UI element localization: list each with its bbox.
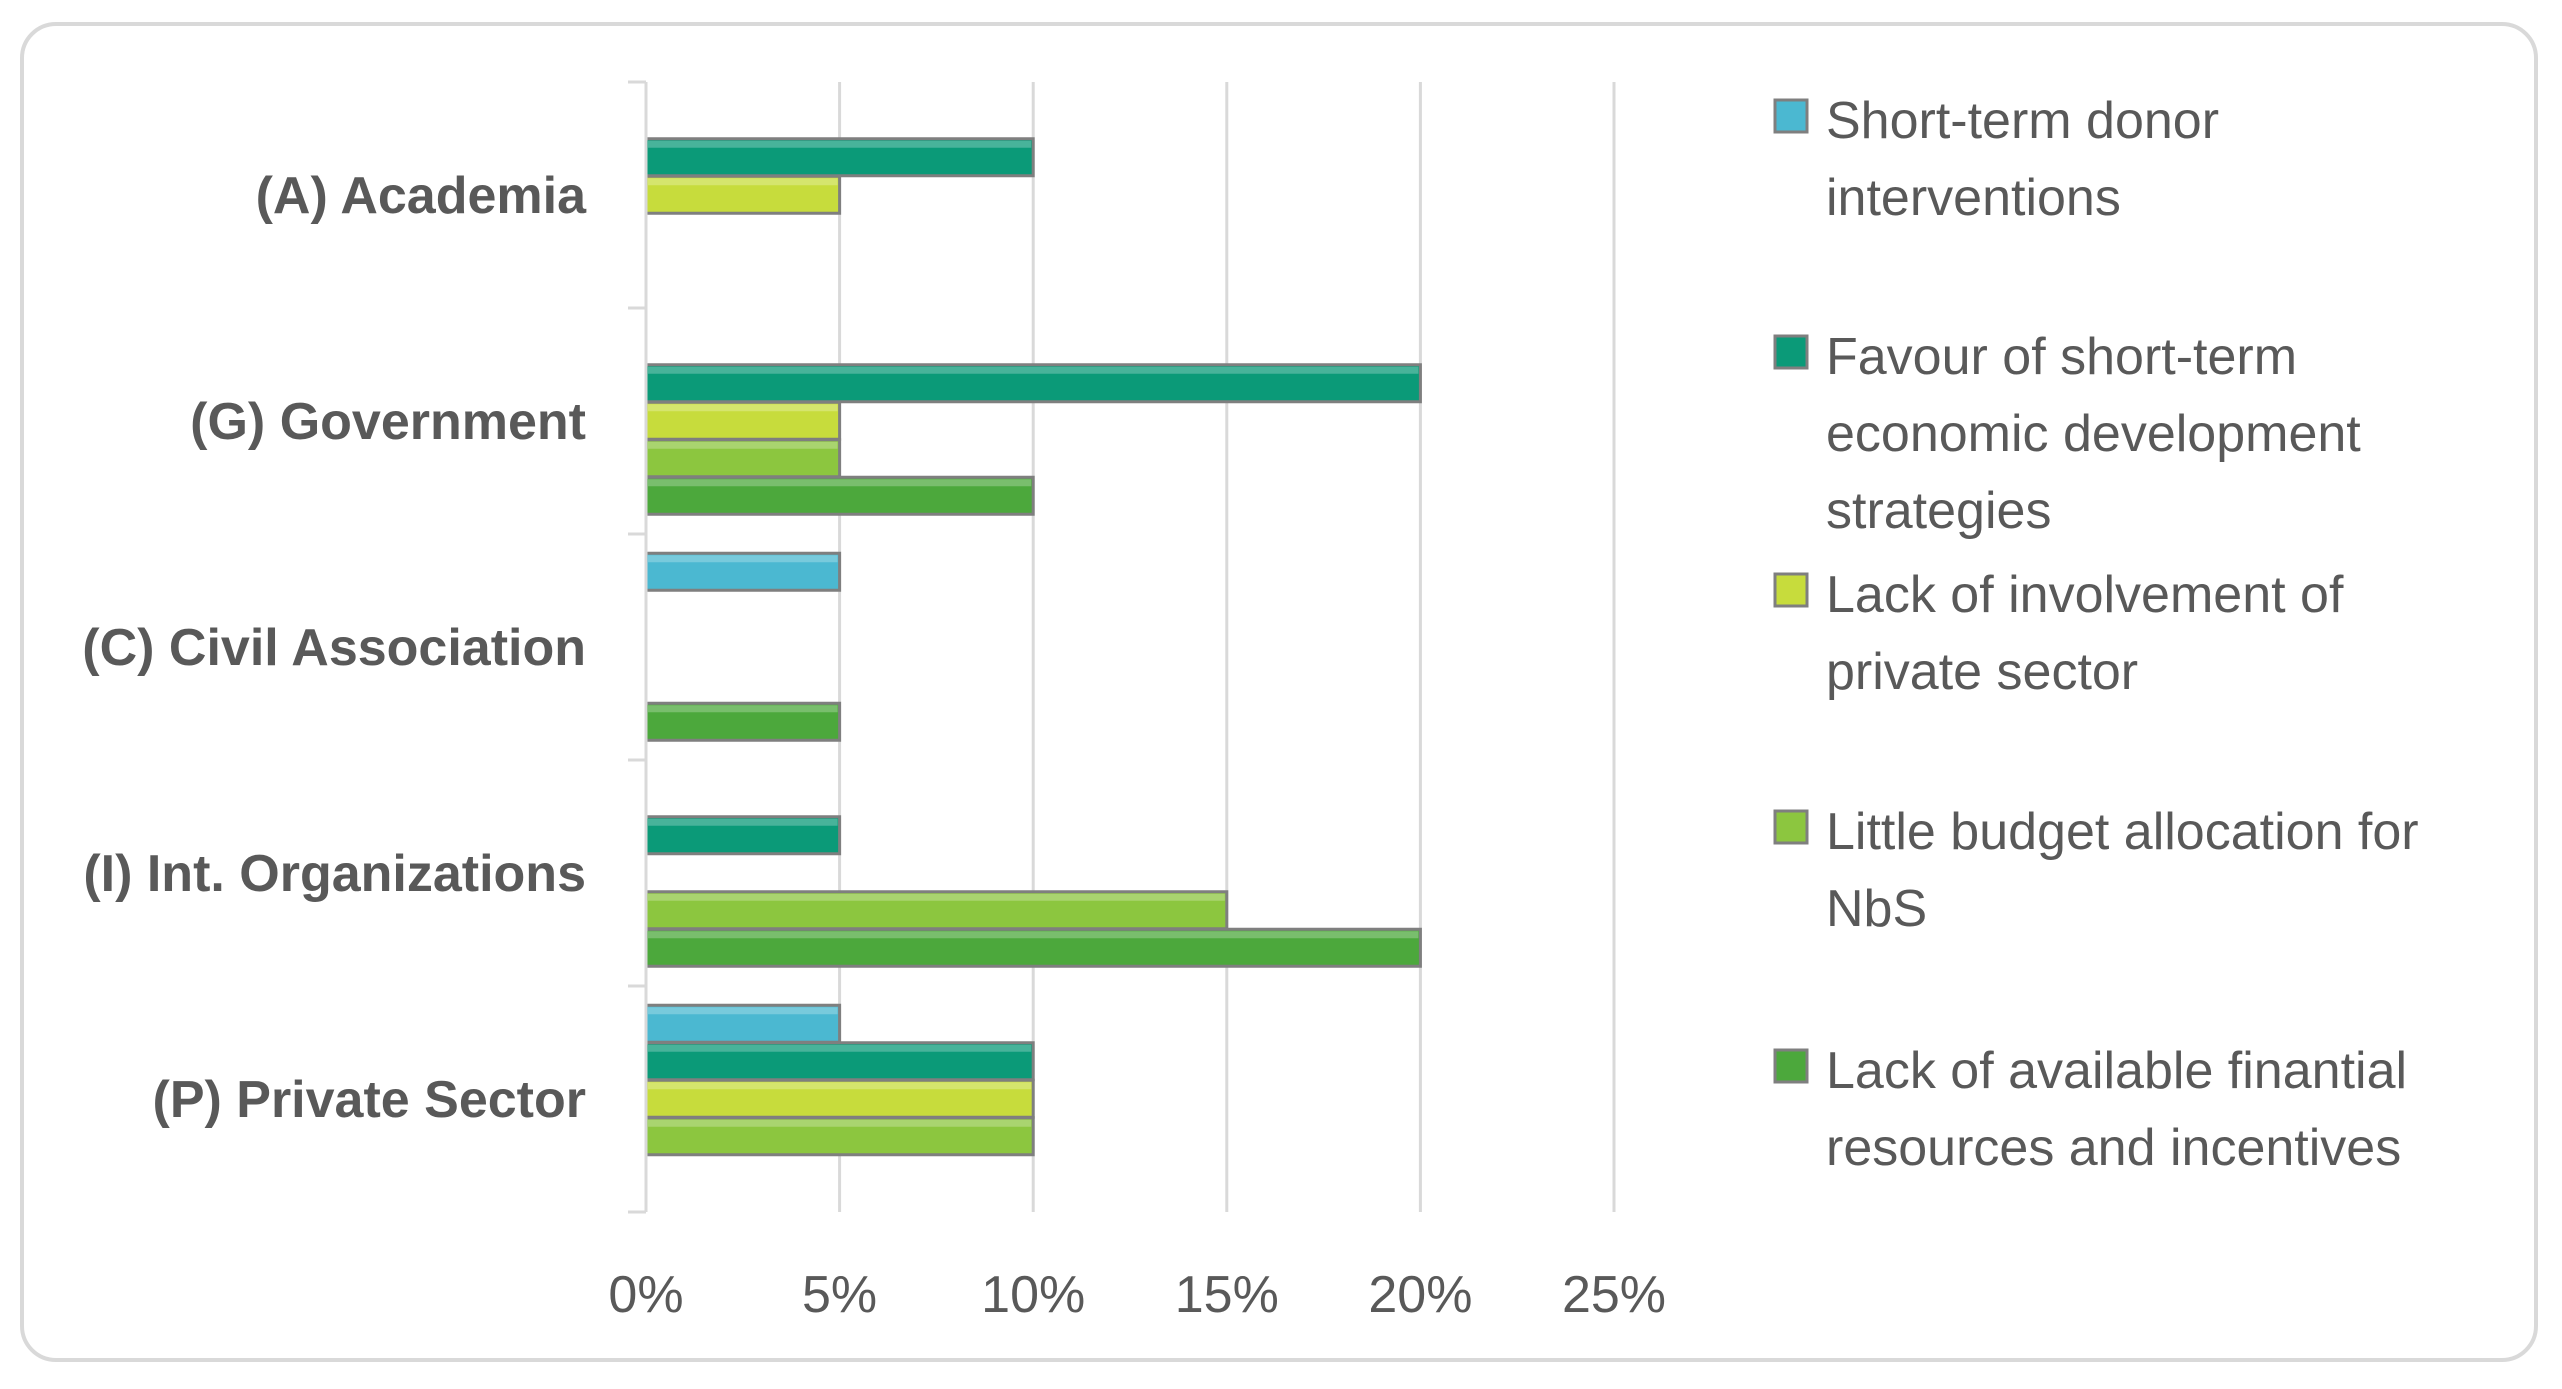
bar-highlight — [648, 931, 1419, 939]
bar-highlight — [648, 178, 838, 186]
legend-label-line: Favour of short-term — [1826, 328, 2297, 386]
legend-label: Favour of short-term economic development… — [1826, 328, 2361, 540]
bar-highlight — [648, 705, 838, 713]
legend-swatch — [1773, 334, 1809, 370]
bar — [644, 1041, 1035, 1082]
category-label: (G) Government — [190, 393, 586, 451]
bar-highlight — [648, 893, 1225, 901]
x-tick-label: 10% — [981, 1266, 1085, 1324]
bar-highlight — [648, 1007, 838, 1015]
x-tick-label: 5% — [802, 1266, 877, 1324]
bar — [644, 927, 1422, 968]
bar-highlight — [648, 1044, 1032, 1052]
x-tick-label: 15% — [1175, 1266, 1279, 1324]
legend-swatch — [1773, 1048, 1809, 1084]
bar-highlight — [648, 441, 838, 449]
legend-label: Little budget allocation for NbS — [1826, 803, 2419, 938]
x-tick-label: 20% — [1368, 1266, 1472, 1324]
legend-label-line: strategies — [1826, 482, 2051, 540]
category-label: (I) Int. Organizations — [83, 845, 586, 903]
axis — [628, 80, 648, 1214]
legend-swatch — [1773, 809, 1809, 845]
legend-label: Short-term donor interventions — [1826, 92, 2219, 227]
legend-label-line: Lack of involvement of — [1826, 566, 2344, 624]
legend-label-line: economic development — [1826, 405, 2361, 463]
bar-highlight — [648, 479, 1032, 487]
legend-label-line: private sector — [1826, 643, 2138, 701]
legend-label-line: Little budget allocation for — [1826, 803, 2419, 861]
bar — [644, 438, 842, 479]
chart-frame — [20, 22, 2538, 1362]
legend-label-line: resources and incentives — [1826, 1119, 2401, 1177]
category-label: (C) Civil Association — [82, 619, 586, 677]
legend-label-line: NbS — [1826, 880, 1927, 938]
legend-label: Lack of involvement of private sector — [1826, 566, 2344, 701]
bar — [644, 551, 842, 592]
legend-swatch — [1773, 98, 1809, 134]
legend-label-line: Short-term donor — [1826, 92, 2219, 150]
legend-swatch — [1773, 572, 1809, 608]
bar-highlight — [648, 1082, 1032, 1090]
bar — [644, 475, 1035, 516]
bar-highlight — [648, 818, 838, 826]
bar-highlight — [648, 366, 1419, 374]
bar-highlight — [648, 404, 838, 412]
labels: 0% 5% 10% 15% 20% 25% (A) Academia (G) Governme… — [82, 167, 1666, 1324]
category-label: (P) Private Sector — [153, 1071, 587, 1129]
x-tick-label: 25% — [1562, 1266, 1666, 1324]
bar-highlight — [648, 555, 838, 563]
legend-label-line: Lack of available finantial — [1826, 1042, 2407, 1100]
legend: Short-term donor interventions Favour of s… — [1773, 92, 2419, 1177]
bar — [644, 815, 842, 856]
legend-label-line: interventions — [1826, 169, 2121, 227]
x-tick-label: 0% — [608, 1266, 683, 1324]
bar-highlight — [648, 140, 1032, 148]
category-label: (A) Academia — [256, 167, 587, 225]
legend-label: Lack of available finantial resources and… — [1826, 1042, 2407, 1177]
bar-highlight — [648, 1119, 1032, 1127]
bar — [644, 174, 842, 215]
